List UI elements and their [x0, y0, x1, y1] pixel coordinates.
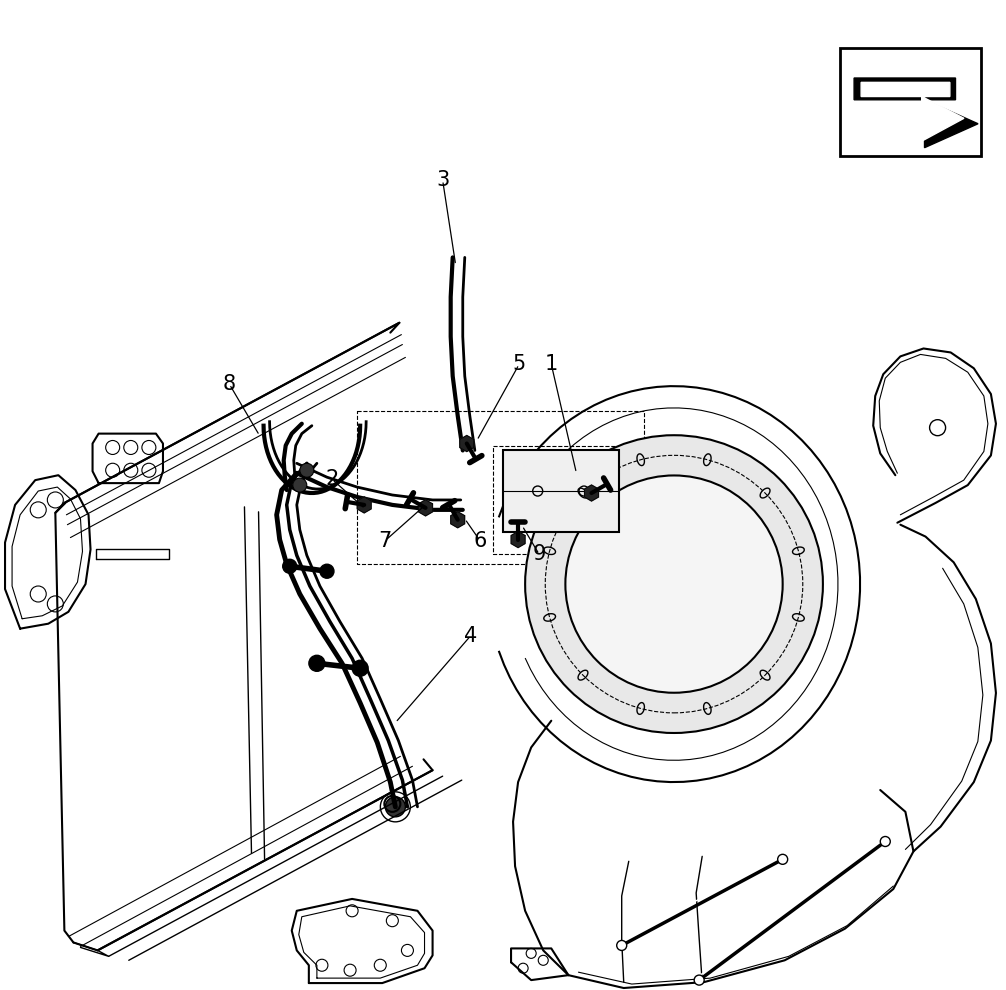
- Circle shape: [293, 478, 307, 492]
- Circle shape: [309, 655, 325, 671]
- Polygon shape: [861, 82, 964, 142]
- Polygon shape: [451, 512, 465, 528]
- Text: 6: 6: [473, 531, 487, 550]
- Circle shape: [283, 559, 297, 573]
- Circle shape: [385, 797, 405, 817]
- Circle shape: [300, 463, 314, 477]
- Text: 5: 5: [512, 354, 526, 374]
- Circle shape: [617, 940, 627, 950]
- Text: 1: 1: [544, 354, 558, 374]
- Circle shape: [352, 660, 368, 676]
- Polygon shape: [584, 485, 599, 501]
- Text: 9: 9: [532, 544, 546, 564]
- Circle shape: [880, 837, 890, 846]
- Circle shape: [694, 975, 704, 985]
- Text: 2: 2: [325, 469, 339, 489]
- Polygon shape: [357, 497, 371, 513]
- Polygon shape: [854, 78, 978, 148]
- Circle shape: [320, 564, 334, 578]
- Text: 3: 3: [436, 170, 450, 190]
- Text: 8: 8: [222, 374, 236, 394]
- Text: 7: 7: [378, 531, 392, 550]
- Circle shape: [778, 854, 788, 864]
- Circle shape: [525, 436, 823, 733]
- Text: 4: 4: [464, 626, 478, 645]
- Polygon shape: [460, 436, 474, 451]
- Bar: [503, 450, 619, 532]
- Bar: [840, 48, 981, 156]
- Polygon shape: [511, 532, 525, 547]
- Circle shape: [565, 475, 783, 693]
- Polygon shape: [418, 500, 433, 516]
